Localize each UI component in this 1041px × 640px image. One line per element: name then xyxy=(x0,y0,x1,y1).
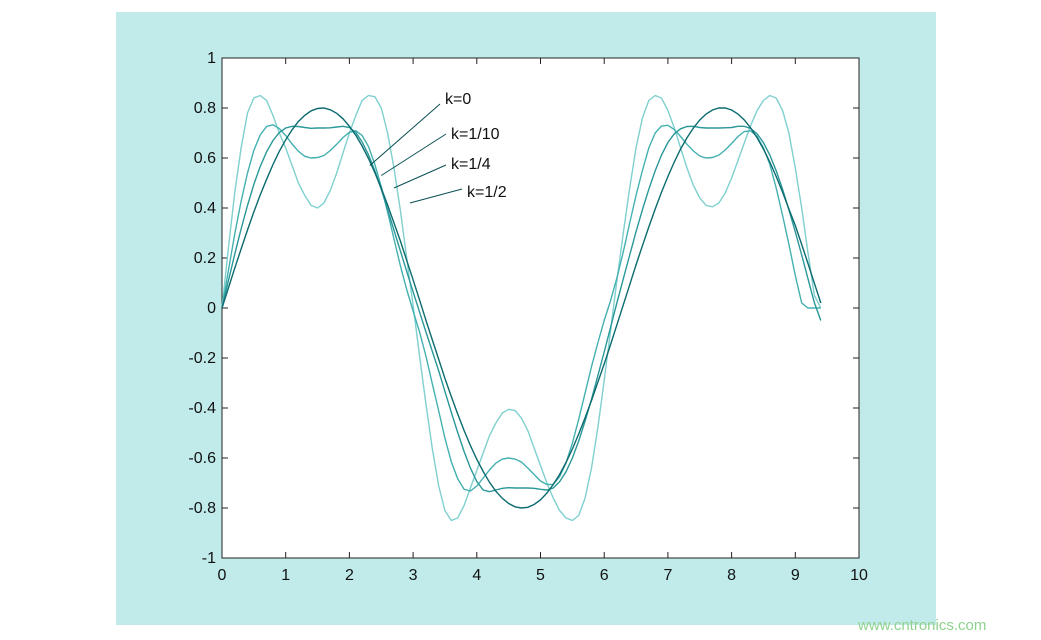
annotation-label: k=1/10 xyxy=(451,126,500,143)
annotation-label: k=0 xyxy=(445,91,471,108)
x-tick-label: 1 xyxy=(281,567,290,584)
y-tick-label: 0.8 xyxy=(194,100,216,117)
series-lines xyxy=(221,94,822,522)
x-tick-label: 10 xyxy=(850,567,868,584)
x-tick-label: 6 xyxy=(600,567,609,584)
y-tick-label: -0.8 xyxy=(188,500,216,517)
x-tick-label: 3 xyxy=(409,567,418,584)
x-tick-label: 7 xyxy=(663,567,672,584)
curve-annotations: k=0 k=1/10 k=1/4 k=1/2 xyxy=(369,91,507,204)
annotation-pointer xyxy=(393,164,447,189)
annotation-label: k=1/4 xyxy=(451,156,491,173)
y-tick-label: -1 xyxy=(202,550,216,567)
x-tick-label: 0 xyxy=(218,567,227,584)
annotation-pointer xyxy=(409,188,463,204)
y-tick-label: 1 xyxy=(207,50,216,67)
y-tick-label: 0.4 xyxy=(194,200,216,217)
x-tick-label: 5 xyxy=(536,567,545,584)
y-tick-label: 0.2 xyxy=(194,250,216,267)
y-tick-label: -0.2 xyxy=(188,350,216,367)
y-tick-label: -0.6 xyxy=(188,450,216,467)
x-tick-labels: 0 1 2 3 4 5 6 7 8 9 10 xyxy=(218,567,868,584)
x-tick-label: 9 xyxy=(791,567,800,584)
y-tick-labels: 1 0.8 0.6 0.4 0.2 0 -0.2 -0.4 -0.6 -0.8 -1 xyxy=(188,50,216,567)
y-tick-label: 0.6 xyxy=(194,150,216,167)
axis-ticks xyxy=(221,57,860,559)
watermark: www.cntronics.com xyxy=(857,617,986,634)
series-line-k-1-4 xyxy=(221,124,821,492)
x-tick-label: 8 xyxy=(727,567,736,584)
series-line-k-1-10 xyxy=(221,125,822,493)
x-tick-label: 2 xyxy=(345,567,354,584)
plot-area xyxy=(221,57,860,559)
annotation-pointer xyxy=(369,103,441,166)
series-line-k-0 xyxy=(221,107,822,509)
y-tick-label: -0.4 xyxy=(188,400,216,417)
annotation-label: k=1/2 xyxy=(467,184,507,201)
x-tick-label: 4 xyxy=(472,567,481,584)
y-tick-label: 0 xyxy=(207,300,216,317)
series-line-k-1-2 xyxy=(221,94,822,522)
annotation-pointer xyxy=(380,133,447,176)
